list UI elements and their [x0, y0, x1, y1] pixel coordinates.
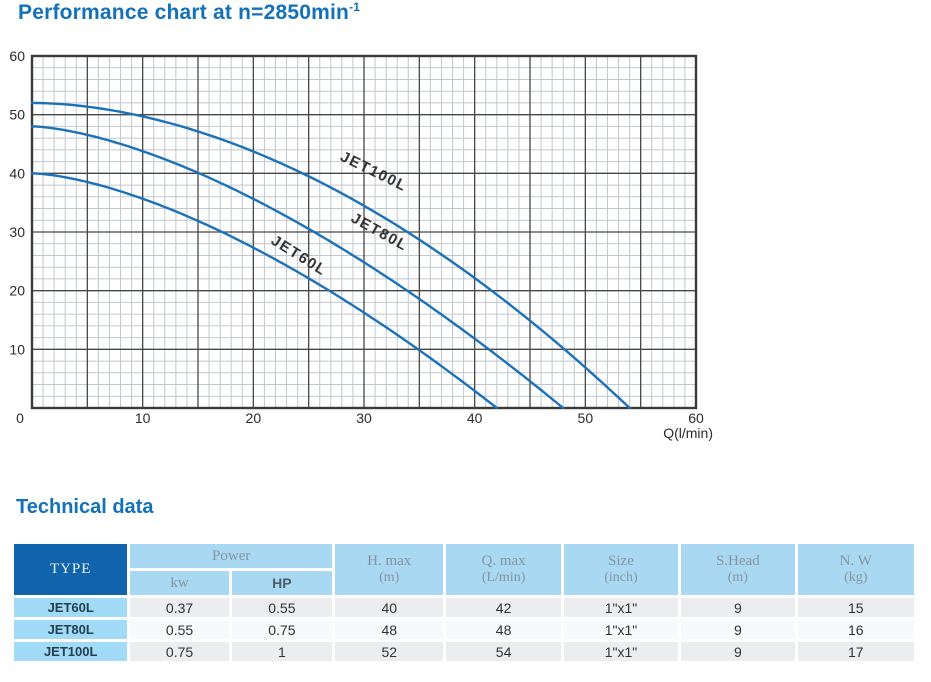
header-unit: (m)	[727, 570, 748, 585]
table-cell: 9	[681, 642, 795, 661]
y-tick-label: 20	[9, 283, 25, 299]
table-cell: 42	[446, 598, 561, 617]
curve-jet60l	[30, 172, 498, 410]
header-type: TYPE	[14, 544, 128, 595]
table-cell: 0.55	[231, 598, 333, 617]
table-cell: 0.75	[231, 620, 333, 639]
header-name: S.Head	[715, 553, 760, 569]
y-tick-label: 30	[9, 224, 25, 240]
header-name: Q. max	[481, 553, 526, 569]
y-tick-label: 50	[9, 107, 25, 123]
type-cell: JET80L	[14, 620, 128, 639]
header-unit: (kg)	[844, 570, 868, 585]
header-name: Size	[608, 553, 634, 569]
header-hp: HP	[231, 571, 333, 595]
table-cell: 1	[231, 642, 333, 661]
table-header: TYPE Power H. max (m) Q. max (L/min) Size (inch…	[14, 544, 914, 595]
table-cell: 0.37	[130, 598, 229, 617]
table-cell: 1"x1"	[563, 642, 679, 661]
x-tick-label: 30	[356, 410, 372, 426]
table-cell: 40	[335, 598, 444, 617]
x-tick-label: 40	[467, 410, 483, 426]
page-title-text: Performance chart at n=2850min	[18, 1, 350, 24]
type-cell: JET100L	[14, 642, 128, 661]
table-cell: 1"x1"	[563, 598, 679, 617]
table-cell: 9	[681, 620, 795, 639]
x-tick-label: 60	[688, 410, 704, 426]
table-body: JET60L 0.37 0.55 40 42 1"x1" 9 15 JET80L 0.55 0.75…	[14, 598, 914, 661]
curve-label-jet100l: JET100L	[338, 148, 410, 195]
table-cell: 48	[335, 620, 444, 639]
x-tick-label: 10	[135, 410, 151, 426]
table-row-jet100l: JET100L 0.75 1 52 54 1"x1" 9 17	[14, 642, 914, 661]
x-tick-label: 0	[16, 410, 24, 426]
curve-jet100l	[30, 101, 631, 410]
header-unit: (inch)	[604, 570, 638, 585]
table-cell: 17	[797, 642, 914, 661]
table-cell: 1"x1"	[563, 620, 679, 639]
plot-border	[30, 54, 698, 410]
table-cell: 54	[446, 642, 561, 661]
table-cell: 48	[446, 620, 561, 639]
table-cell: 0.55	[130, 620, 229, 639]
y-tick-label: 10	[9, 341, 25, 357]
table-cell: 16	[797, 620, 914, 639]
header-h-max: H. max (m)	[335, 544, 444, 595]
type-cell: JET60L	[14, 598, 128, 617]
table-cell: 9	[681, 598, 795, 617]
header-q-max: Q. max (L/min)	[446, 544, 561, 595]
table-row-jet60l: JET60L 0.37 0.55 40 42 1"x1" 9 15	[14, 598, 914, 617]
header-unit: (m)	[379, 570, 400, 585]
title-superscript: -1	[349, 0, 361, 14]
page-title: Performance chart at n=2850min-1	[18, 0, 360, 25]
header-unit: (L/min)	[481, 570, 526, 585]
table-row-jet80l: JET80L 0.55 0.75 48 48 1"x1" 9 16	[14, 620, 914, 639]
x-tick-label: 50	[578, 410, 594, 426]
header-kw: kw	[130, 571, 229, 595]
header-power: Power	[130, 544, 333, 568]
curve-jet80l	[30, 125, 565, 410]
x-axis-label: Q(l/min)	[663, 425, 713, 441]
header-size: Size (inch)	[563, 544, 679, 595]
technical-data-table: TYPE Power H. max (m) Q. max (L/min) Size (inch…	[11, 541, 917, 664]
table-cell: 52	[335, 642, 444, 661]
y-tick-label: 60	[9, 48, 25, 64]
header-name: N. W	[839, 553, 872, 569]
y-tick-label: 40	[9, 165, 25, 181]
technical-data-title: Technical data	[16, 496, 154, 518]
header-name: H. max	[367, 553, 412, 569]
table-cell: 0.75	[130, 642, 229, 661]
table-cell: 15	[797, 598, 914, 617]
x-tick-label: 20	[246, 410, 262, 426]
header-s-head: S.Head (m)	[681, 544, 795, 595]
header-n-w: N. W (kg)	[797, 544, 914, 595]
